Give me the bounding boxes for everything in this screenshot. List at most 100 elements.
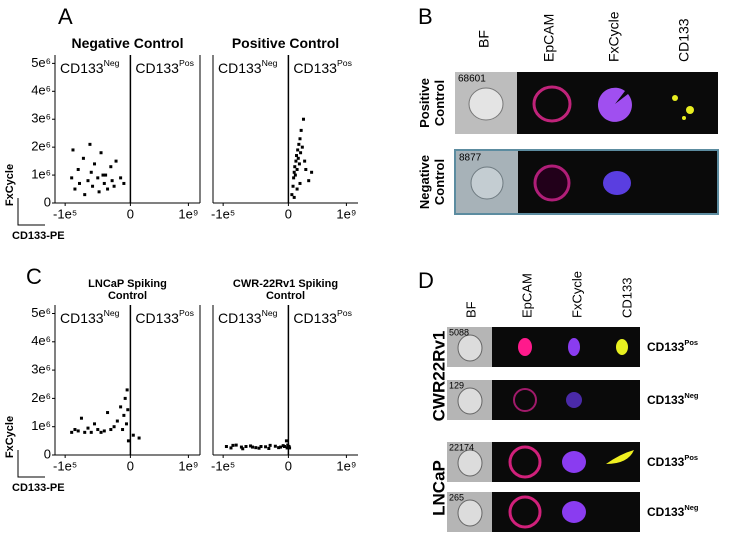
y-axis-label: FxCycle xyxy=(4,416,16,458)
label-base: CD133 xyxy=(293,60,337,76)
chart-title: CWR-22Rv1 Spiking Control xyxy=(232,278,339,302)
cd133-label: CD133Neg xyxy=(218,308,278,325)
point xyxy=(292,176,296,180)
x-tick-label: 1e⁹ xyxy=(336,458,356,473)
x-tick-label: 1e⁹ xyxy=(336,206,356,221)
point xyxy=(112,184,116,188)
x-tick-label: -1e⁵ xyxy=(53,458,77,473)
label-sup: Neg xyxy=(262,58,278,68)
point xyxy=(259,445,263,449)
image-id: 5088 xyxy=(449,327,469,337)
row-label-line: Control xyxy=(432,159,447,205)
point xyxy=(106,187,110,191)
x-tick-label: 0 xyxy=(285,206,292,221)
point xyxy=(73,428,77,432)
label-base: CD133 xyxy=(218,310,262,326)
y-tick-label: 0 xyxy=(44,194,51,209)
label-sup: Pos xyxy=(337,308,353,318)
point xyxy=(124,422,128,426)
point xyxy=(70,176,74,180)
label-sup: Neg xyxy=(262,308,278,318)
row-label-line: Negative xyxy=(417,155,432,209)
point xyxy=(251,445,255,449)
point xyxy=(102,181,106,185)
cell xyxy=(457,449,483,477)
cell xyxy=(457,499,483,527)
point xyxy=(295,154,299,158)
panel-label: A xyxy=(58,4,73,29)
point xyxy=(99,151,103,155)
column-header: CD133 xyxy=(676,18,692,62)
point xyxy=(300,145,304,149)
panel-b: BF EpCAM FxCycle CD133 68601 8877 Positi… xyxy=(417,11,719,215)
cell xyxy=(682,116,686,120)
cell xyxy=(597,87,632,122)
point xyxy=(244,445,248,449)
cd133-label: CD133Pos xyxy=(647,453,698,469)
x-tick-label: 1e⁹ xyxy=(178,206,198,221)
row-label: PositiveControl xyxy=(417,78,447,128)
panel-label: B xyxy=(418,4,433,29)
y-tick-label: 2e⁶ xyxy=(31,139,51,154)
point xyxy=(290,193,294,197)
x-axis-label: CD133-PE xyxy=(12,230,65,242)
point xyxy=(73,187,77,191)
label-sup: Pos xyxy=(684,453,698,462)
point xyxy=(295,167,299,171)
chart-title: Positive Control xyxy=(231,35,340,51)
column-header: FxCycle xyxy=(606,11,622,62)
point xyxy=(298,181,302,185)
image-id: 22174 xyxy=(449,442,474,452)
point xyxy=(96,428,100,432)
column-header: BF xyxy=(463,301,478,318)
cell xyxy=(468,87,504,121)
image-id: 8877 xyxy=(459,153,482,164)
point xyxy=(76,167,80,171)
cell xyxy=(513,388,537,412)
point xyxy=(273,444,277,448)
cd133-label: CD133Neg xyxy=(60,308,120,325)
label-sup: Pos xyxy=(179,308,195,318)
point xyxy=(101,173,105,177)
point xyxy=(288,446,292,450)
y-tick-label: 0 xyxy=(44,446,51,461)
x-axis-label: CD133-PE xyxy=(12,482,65,494)
panel-d: BF EpCAM FxCycle CD133 CWR22Rv1 LNCaP xyxy=(429,271,634,516)
y-tick-label: 5e⁶ xyxy=(31,55,51,70)
point xyxy=(284,439,288,443)
point xyxy=(106,411,110,415)
point xyxy=(76,429,80,433)
cell xyxy=(603,171,631,195)
label-base: CD133 xyxy=(60,60,104,76)
x-tick-label: 0 xyxy=(127,206,134,221)
point xyxy=(295,187,299,191)
x-tick-label: 0 xyxy=(285,458,292,473)
panel-label: C xyxy=(26,264,42,289)
point xyxy=(123,396,127,400)
point xyxy=(86,426,90,430)
point xyxy=(81,156,85,160)
point xyxy=(126,439,130,443)
x-tick-label: -1e⁵ xyxy=(211,458,235,473)
point xyxy=(285,446,289,450)
axis-arrow xyxy=(17,198,45,226)
cd133-label: CD133Neg xyxy=(60,58,120,75)
y-tick-label: 1e⁶ xyxy=(31,418,51,433)
label-base: CD133 xyxy=(135,310,179,326)
chart-title: LNCaP Spiking Control xyxy=(88,278,167,302)
point xyxy=(303,159,307,163)
point xyxy=(70,430,74,434)
point xyxy=(112,425,116,429)
point xyxy=(239,445,243,449)
label-sup: Neg xyxy=(104,58,120,68)
point xyxy=(83,430,87,434)
point xyxy=(97,190,101,194)
cd133-label: CD133Pos xyxy=(647,338,698,354)
x-tick-label: 0 xyxy=(127,458,134,473)
point xyxy=(257,446,261,450)
y-tick-label: 5e⁶ xyxy=(31,305,51,320)
column-header: EpCAM xyxy=(519,273,534,318)
point xyxy=(299,128,303,132)
cd133-label: CD133Pos xyxy=(135,308,194,325)
